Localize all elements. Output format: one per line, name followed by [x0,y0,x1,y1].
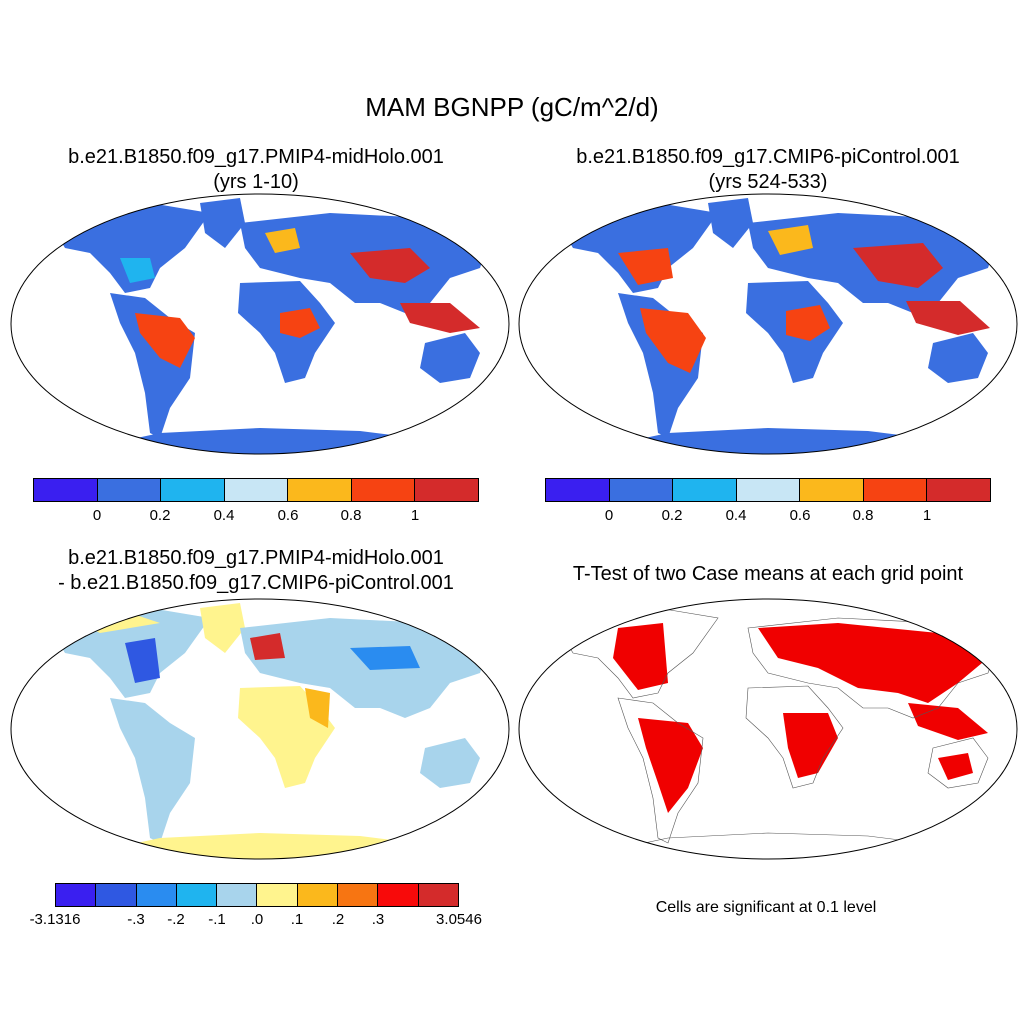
panel-title-top-right-line1: b.e21.B1850.f09_g17.CMIP6-piControl.001 [576,146,960,168]
map-picontrol-mean [518,193,1018,455]
panel-title-bottom-left: b.e21.B1850.f09_g17.PMIP4-midHolo.001 - … [0,546,512,596]
colorbar-swatch-4 [217,884,258,906]
colorbar-swatch-7 [338,884,379,906]
tick-label: -.1 [208,911,226,928]
colorbar-mean-right [545,478,991,502]
figure-title: MAM BGNPP (gC/m^2/d) [365,92,659,122]
panel-title-top-left-line1: b.e21.B1850.f09_g17.PMIP4-midHolo.001 [68,146,444,168]
map-picontrol-svg [518,193,1018,455]
panel-title-top-right: b.e21.B1850.f09_g17.CMIP6-piControl.001 … [512,145,1024,195]
map-difference-svg [10,598,510,860]
colorbar-swatch-6 [415,479,479,501]
colorbar-swatch-5 [351,479,416,501]
panel-title-bottom-left-line1: b.e21.B1850.f09_g17.PMIP4-midHolo.001 [68,547,444,569]
colorbar-swatch-2 [136,884,177,906]
tick-label: -3.1316 [29,911,81,928]
tick-label: 3.0546 [436,911,482,928]
panel-title-bottom-left-line2: - b.e21.B1850.f09_g17.CMIP6-piControl.00… [58,572,454,594]
colorbar-swatch-6 [927,479,991,501]
colorbar-swatch-2 [161,479,225,501]
tick-label: 0.6 [789,507,811,524]
significance-note: Cells are significant at 0.1 level [655,899,877,916]
tick-label: -.3 [127,911,145,928]
colorbar-mean-right-labels: 0 0.2 0.4 0.6 0.8 1 [545,507,991,527]
tick-label: 0.8 [340,507,362,524]
panel-title-top-right-line2: (yrs 524-533) [708,171,828,193]
map-midholo-mean [10,193,510,455]
map-difference [10,598,510,860]
colorbar-swatch-5 [257,884,298,906]
tick-label: 0.2 [149,507,171,524]
colorbar-swatch-3 [736,479,801,501]
tick-label: -.2 [167,911,185,928]
tick-label: .1 [290,911,304,928]
colorbar-swatch-3 [224,479,289,501]
colorbar-swatch-5 [863,479,928,501]
colorbar-swatch-6 [297,884,339,906]
colorbar-swatch-0 [546,479,610,501]
colorbar-swatch-9 [418,884,458,906]
colorbar-swatch-0 [56,884,97,906]
colorbar-difference [55,883,459,907]
map-ttest-significance [518,598,1018,860]
colorbar-swatch-4 [800,479,864,501]
colorbar-mean-left-labels: 0 0.2 0.4 0.6 0.8 1 [33,507,479,527]
colorbar-swatch-3 [176,884,218,906]
tick-label: 0.2 [661,507,683,524]
colorbar-swatch-4 [288,479,352,501]
tick-label: 1 [410,507,420,524]
colorbar-difference-labels: -3.1316 -.3 -.2 -.1 .0 .1 .2 .3 3.0546 [30,911,482,931]
tick-label: .3 [371,911,385,928]
tick-label: 0.4 [213,507,235,524]
colorbar-swatch-0 [34,479,98,501]
tick-label: 1 [922,507,932,524]
colorbar-mean-left [33,478,479,502]
tick-label: 0 [604,507,614,524]
colorbar-swatch-2 [673,479,737,501]
panel-title-bottom-right: T-Test of two Case means at each grid po… [572,563,964,585]
colorbar-swatch-1 [97,479,162,501]
tick-label: 0.8 [852,507,874,524]
tick-label: 0.6 [277,507,299,524]
panel-title-top-left-line2: (yrs 1-10) [213,171,299,193]
map-ttest-svg [518,598,1018,860]
tick-label: .0 [250,911,264,928]
tick-label: .2 [331,911,345,928]
panel-title-top-left: b.e21.B1850.f09_g17.PMIP4-midHolo.001 (y… [0,145,512,195]
tick-label: 0 [92,507,102,524]
colorbar-swatch-8 [378,884,419,906]
colorbar-swatch-1 [96,884,137,906]
colorbar-swatch-1 [609,479,674,501]
tick-label: 0.4 [725,507,747,524]
map-midholo-svg [10,193,510,455]
